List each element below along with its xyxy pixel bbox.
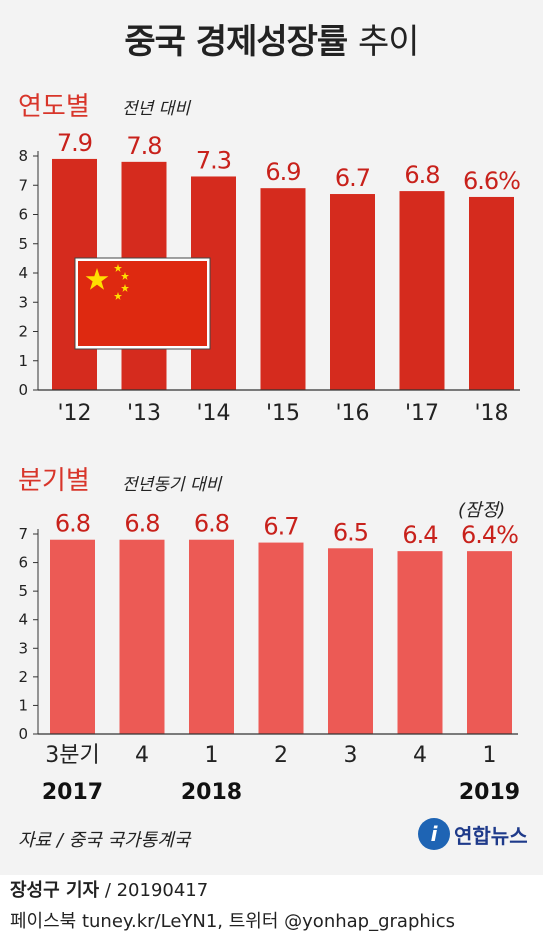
- x-tick-label: '15: [266, 401, 300, 426]
- x-tick-label: '14: [196, 401, 230, 426]
- bar: [397, 551, 443, 734]
- x-tick-label: 1: [483, 743, 497, 768]
- x-tick-label: 4: [135, 743, 149, 768]
- quarter-chart: 0 1 2 3 4 5 6 7 6.8 3분기 2017 6.8 4 6.8 1 2018 6.7 2 6.5 3 6.…: [18, 510, 520, 805]
- bar: [189, 539, 234, 734]
- value-label: 6.9: [265, 158, 300, 186]
- value-label: 7.8: [126, 132, 161, 160]
- annual-section-subtitle: 전년 대비: [122, 99, 190, 119]
- x-tick-label: '17: [405, 401, 439, 426]
- bar: [50, 539, 95, 734]
- reporter-line: 장성구 기자 / 20190417: [10, 876, 208, 902]
- flag-small-star: [114, 292, 122, 300]
- x-tick-label: '13: [127, 401, 161, 426]
- y-tick-label: 0: [18, 381, 28, 399]
- flag-big-star: [85, 268, 109, 290]
- value-label: 7.9: [57, 129, 92, 157]
- bar: [328, 548, 373, 734]
- y-tick-label: 6: [18, 206, 28, 224]
- chart-canvas: 0 1 2 3 4 5 6 7 8 7.9 '12 7.8 '13 7.3 '14 6.9 '15 6.7 '16 6…: [18, 129, 521, 805]
- title-main: 중국 경제성장률: [124, 22, 348, 62]
- provisional-note: (잠정): [458, 500, 506, 521]
- date-code: / 20190417: [104, 880, 209, 901]
- yonhap-logo-icon: i: [418, 818, 450, 850]
- flag-small-star: [114, 264, 122, 272]
- y-tick-label: 4: [18, 611, 28, 629]
- social-links: 페이스북 tuney.kr/LeYN1, 트위터 @yonhap_graphic…: [10, 911, 456, 932]
- title-tail: 추이: [358, 22, 420, 62]
- bar: [469, 196, 514, 390]
- flag-small-star: [121, 284, 129, 292]
- y-tick-label: 1: [18, 352, 28, 370]
- x-tick-label: 3: [344, 743, 358, 768]
- y-tick-label: 3: [18, 293, 28, 311]
- x-tick-label: 2: [274, 743, 288, 768]
- value-label: 6.4: [402, 521, 437, 549]
- value-label: 6.5: [333, 518, 368, 546]
- x-tick-label: 4: [413, 743, 427, 768]
- y-tick-label: 8: [18, 147, 28, 165]
- bar: [399, 191, 445, 390]
- value-label: 6.7: [335, 164, 370, 192]
- x-tick-label: 1: [205, 743, 219, 768]
- y-tick-label: 5: [18, 582, 28, 600]
- value-label: 7.3: [196, 146, 231, 174]
- bar: [330, 194, 375, 390]
- y-tick-label: 4: [18, 264, 28, 282]
- china-flag-icon: [74, 257, 211, 350]
- bar: [258, 542, 304, 734]
- yonhap-logo: i 연합뉴스: [418, 818, 528, 850]
- flag-small-star: [121, 272, 129, 280]
- annual-section-title: 연도별: [18, 92, 90, 122]
- source-text: 자료 / 중국 국가통계국: [18, 830, 191, 851]
- value-label: 6.8: [124, 510, 159, 538]
- yonhap-logo-text: 연합뉴스: [454, 823, 528, 848]
- y-tick-label: 5: [18, 235, 28, 253]
- y-tick-label: 1: [18, 696, 28, 714]
- value-label: 6.8: [194, 510, 229, 538]
- y-tick-label: 7: [18, 525, 28, 543]
- y-tick-label: 7: [18, 176, 28, 194]
- value-label: 6.4%: [461, 521, 518, 549]
- y-tick-label: 0: [18, 725, 28, 743]
- year-label: 2017: [42, 780, 103, 805]
- bar: [119, 539, 165, 734]
- y-tick-label: 2: [18, 323, 28, 341]
- quarter-section-subtitle: 전년동기 대비: [122, 475, 222, 495]
- x-tick-label: '18: [474, 401, 508, 426]
- value-label: 6.7: [263, 513, 298, 541]
- x-tick-label: '16: [335, 401, 369, 426]
- value-label: 6.8: [404, 161, 439, 189]
- x-tick-label: '12: [57, 401, 91, 426]
- year-label: 2018: [181, 780, 242, 805]
- value-label: 6.6%: [463, 167, 520, 195]
- reporter-name: 장성구 기자: [10, 880, 100, 901]
- page-title: 중국 경제성장률 추이: [0, 14, 543, 63]
- bar: [467, 551, 512, 734]
- value-label: 6.8: [55, 510, 90, 538]
- x-tick-label: 3분기: [45, 743, 99, 768]
- y-tick-label: 3: [18, 639, 28, 657]
- quarter-section-title: 분기별: [18, 466, 90, 496]
- year-label: 2019: [459, 780, 520, 805]
- bar: [260, 188, 306, 390]
- y-tick-label: 6: [18, 554, 28, 572]
- annual-chart: 0 1 2 3 4 5 6 7 8 7.9 '12 7.8 '13 7.3 '14 6.9 '15 6.7 '16 6…: [18, 129, 521, 426]
- y-tick-label: 2: [18, 668, 28, 686]
